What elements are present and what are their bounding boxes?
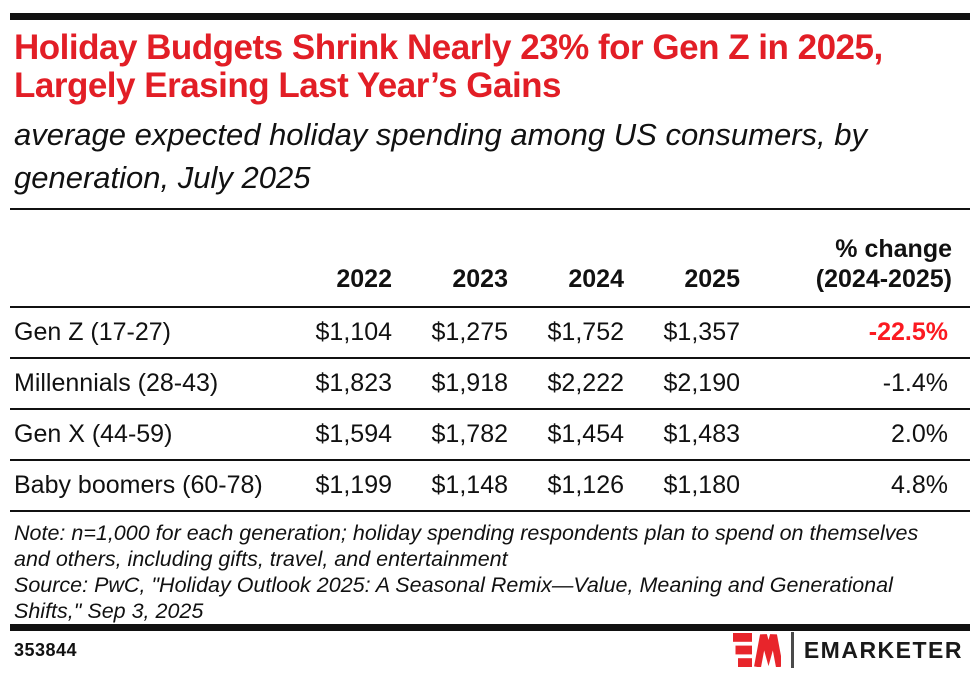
logo-divider	[791, 632, 794, 668]
bottom-rule	[10, 624, 970, 631]
cell-2025: $1,180	[628, 460, 744, 512]
cell-2022: $1,104	[280, 307, 396, 359]
chart-id: 353844	[14, 639, 78, 660]
row-label: Gen Z (17-27)	[10, 307, 280, 359]
column-header-2022: 2022	[280, 209, 396, 308]
source-text: Source: PwC, "Holiday Outlook 2025: A Se…	[14, 573, 893, 623]
cell-2024: $2,222	[512, 358, 628, 410]
top-rule	[10, 13, 970, 20]
cell-pct-change: -22.5%	[744, 307, 970, 359]
column-header-2023: 2023	[396, 209, 512, 308]
cell-2023: $1,148	[396, 460, 512, 512]
cell-2022: $1,594	[280, 409, 396, 461]
cell-2025: $1,483	[628, 409, 744, 461]
emarketer-logo: EMARKETER	[733, 632, 963, 668]
cell-2023: $1,782	[396, 409, 512, 461]
cell-2024: $1,454	[512, 409, 628, 461]
note-text: Note: n=1,000 for each generation; holid…	[14, 521, 919, 571]
pct-change-header-line2: (2024-2025)	[815, 265, 952, 293]
spending-table: 2022 2023 2024 2025 % change (2024-2025)…	[10, 208, 970, 512]
row-label: Baby boomers (60-78)	[10, 460, 280, 512]
cell-2024: $1,752	[512, 307, 628, 359]
column-header-2025: 2025	[628, 209, 744, 308]
cell-2023: $1,275	[396, 307, 512, 359]
cell-pct-change: 4.8%	[744, 460, 970, 512]
table-row-gen-x: Gen X (44-59) $1,594 $1,782 $1,454 $1,48…	[10, 409, 970, 461]
cell-2024: $1,126	[512, 460, 628, 512]
cell-pct-change: 2.0%	[744, 409, 970, 461]
table-row-millennials: Millennials (28-43) $1,823 $1,918 $2,222…	[10, 358, 970, 410]
cell-2025: $2,190	[628, 358, 744, 410]
page-subtitle: average expected holiday spending among …	[14, 117, 868, 195]
cell-2022: $1,199	[280, 460, 396, 512]
cell-2023: $1,918	[396, 358, 512, 410]
page-title: Holiday Budgets Shrink Nearly 23% for Ge…	[14, 28, 883, 105]
header: Holiday Budgets Shrink Nearly 23% for Ge…	[14, 29, 966, 199]
brand-wordmark: EMARKETER	[803, 636, 963, 663]
column-header-2024: 2024	[512, 209, 628, 308]
cell-2025: $1,357	[628, 307, 744, 359]
table-row-gen-z: Gen Z (17-27) $1,104 $1,275 $1,752 $1,35…	[10, 307, 970, 359]
pct-change-header-line1: % change	[835, 235, 952, 263]
column-header-empty	[10, 209, 280, 308]
column-header-pct-change: % change (2024-2025)	[744, 209, 970, 308]
cell-2022: $1,823	[280, 358, 396, 410]
row-label: Gen X (44-59)	[10, 409, 280, 461]
footnotes: Note: n=1,000 for each generation; holid…	[14, 520, 966, 624]
table-row-baby-boomers: Baby boomers (60-78) $1,199 $1,148 $1,12…	[10, 460, 970, 512]
footer: 353844 EMARKETER	[0, 624, 980, 676]
em-logo-icon	[733, 633, 782, 667]
table-header: 2022 2023 2024 2025 % change (2024-2025)	[10, 209, 970, 308]
row-label: Millennials (28-43)	[10, 358, 280, 410]
cell-pct-change: -1.4%	[744, 358, 970, 410]
